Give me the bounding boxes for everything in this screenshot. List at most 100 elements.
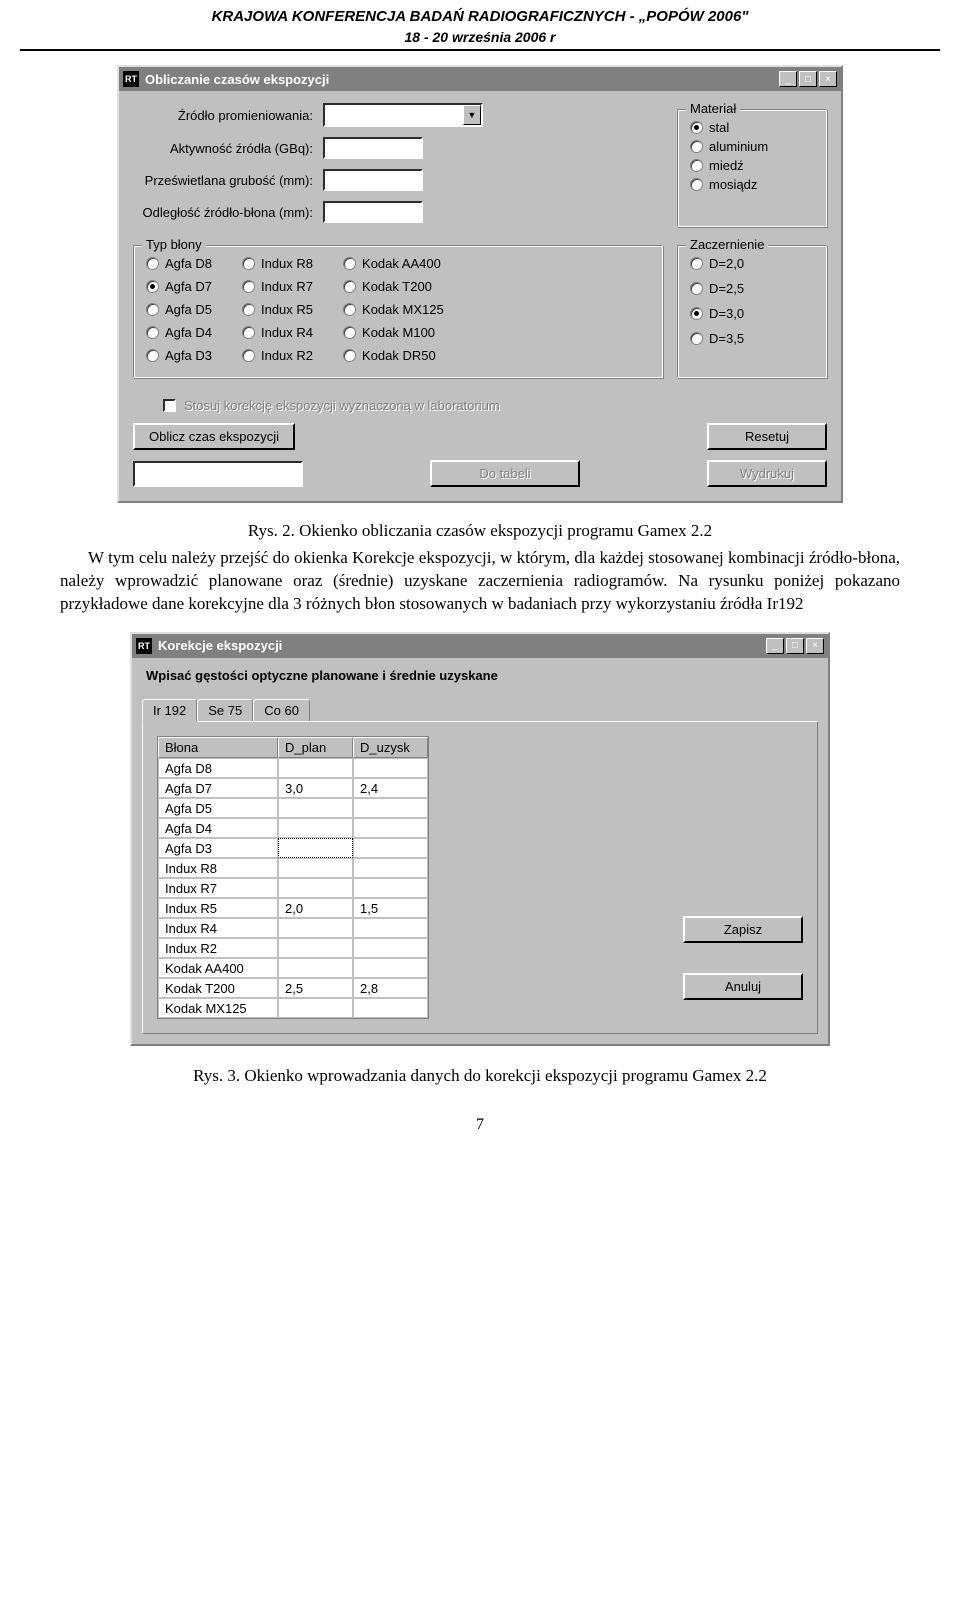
radio-icon[interactable] xyxy=(690,282,703,295)
radio-icon[interactable] xyxy=(690,159,703,172)
cell-film[interactable]: Indux R4 xyxy=(158,918,278,938)
table-row[interactable]: Indux R52,01,5 xyxy=(158,898,428,918)
film-option[interactable]: Kodak MX125 xyxy=(343,302,444,317)
cell-dplan[interactable] xyxy=(278,758,353,778)
film-option[interactable]: Kodak M100 xyxy=(343,325,444,340)
film-option[interactable]: Indux R2 xyxy=(242,348,313,363)
radio-icon[interactable] xyxy=(343,257,356,270)
radio-icon[interactable] xyxy=(242,349,255,362)
density-option[interactable]: D=3,0 xyxy=(690,306,814,321)
cell-film[interactable]: Agfa D5 xyxy=(158,798,278,818)
cell-dplan[interactable] xyxy=(278,818,353,838)
minimize-button[interactable]: _ xyxy=(779,71,797,87)
film-option[interactable]: Indux R5 xyxy=(242,302,313,317)
film-option[interactable]: Agfa D7 xyxy=(146,279,212,294)
radio-icon[interactable] xyxy=(343,326,356,339)
radio-icon[interactable] xyxy=(146,326,159,339)
material-option[interactable]: aluminium xyxy=(690,139,814,154)
cell-dplan[interactable] xyxy=(278,878,353,898)
radio-icon[interactable] xyxy=(146,257,159,270)
film-option[interactable]: Kodak T200 xyxy=(343,279,444,294)
save-button[interactable]: Zapisz xyxy=(683,916,803,943)
radio-icon[interactable] xyxy=(690,257,703,270)
radio-icon[interactable] xyxy=(690,140,703,153)
material-option[interactable]: mosiądz xyxy=(690,177,814,192)
cancel-button[interactable]: Anuluj xyxy=(683,973,803,1000)
cell-duzysk[interactable] xyxy=(353,758,428,778)
cell-duzysk[interactable] xyxy=(353,958,428,978)
radio-icon[interactable] xyxy=(343,280,356,293)
radio-icon[interactable] xyxy=(690,307,703,320)
cell-duzysk[interactable]: 2,4 xyxy=(353,778,428,798)
density-option[interactable]: D=2,0 xyxy=(690,256,814,271)
cell-film[interactable]: Agfa D4 xyxy=(158,818,278,838)
cell-dplan[interactable]: 3,0 xyxy=(278,778,353,798)
cell-film[interactable]: Indux R8 xyxy=(158,858,278,878)
correction-checkbox[interactable] xyxy=(163,399,176,412)
table-row[interactable]: Indux R7 xyxy=(158,878,428,898)
table-row[interactable]: Indux R4 xyxy=(158,918,428,938)
film-option[interactable]: Agfa D5 xyxy=(146,302,212,317)
cell-dplan[interactable]: 2,5 xyxy=(278,978,353,998)
cell-film[interactable]: Agfa D3 xyxy=(158,838,278,858)
reset-button[interactable]: Resetuj xyxy=(707,423,827,450)
cell-film[interactable]: Kodak T200 xyxy=(158,978,278,998)
cell-dplan[interactable] xyxy=(278,838,353,858)
cell-duzysk[interactable] xyxy=(353,998,428,1018)
close-button[interactable]: × xyxy=(819,71,837,87)
radio-icon[interactable] xyxy=(146,280,159,293)
cell-film[interactable]: Indux R7 xyxy=(158,878,278,898)
calc-button[interactable]: Oblicz czas ekspozycji xyxy=(133,423,295,450)
cell-dplan[interactable]: 2,0 xyxy=(278,898,353,918)
tab-co60[interactable]: Co 60 xyxy=(253,699,310,721)
radio-icon[interactable] xyxy=(343,303,356,316)
cell-duzysk[interactable] xyxy=(353,938,428,958)
cell-duzysk[interactable] xyxy=(353,918,428,938)
table-row[interactable]: Indux R8 xyxy=(158,858,428,878)
radio-icon[interactable] xyxy=(242,280,255,293)
film-option[interactable]: Agfa D8 xyxy=(146,256,212,271)
table-row[interactable]: Kodak AA400 xyxy=(158,958,428,978)
th-film[interactable]: Błona xyxy=(158,737,278,758)
close-button[interactable]: × xyxy=(806,638,824,654)
table-row[interactable]: Agfa D73,02,4 xyxy=(158,778,428,798)
totable-button[interactable]: Do tabeli xyxy=(430,460,580,487)
table-row[interactable]: Agfa D5 xyxy=(158,798,428,818)
radio-icon[interactable] xyxy=(242,257,255,270)
tab-se75[interactable]: Se 75 xyxy=(197,699,253,721)
distance-input[interactable] xyxy=(323,201,423,223)
film-option[interactable]: Indux R8 xyxy=(242,256,313,271)
cell-film[interactable]: Agfa D8 xyxy=(158,758,278,778)
film-option[interactable]: Agfa D3 xyxy=(146,348,212,363)
density-option[interactable]: D=2,5 xyxy=(690,281,814,296)
radio-icon[interactable] xyxy=(690,178,703,191)
cell-film[interactable]: Indux R2 xyxy=(158,938,278,958)
cell-duzysk[interactable] xyxy=(353,858,428,878)
radio-icon[interactable] xyxy=(242,326,255,339)
radio-icon[interactable] xyxy=(146,349,159,362)
material-option[interactable]: miedź xyxy=(690,158,814,173)
maximize-button[interactable]: □ xyxy=(786,638,804,654)
table-row[interactable]: Kodak T2002,52,8 xyxy=(158,978,428,998)
activity-input[interactable] xyxy=(323,137,423,159)
cell-film[interactable]: Kodak MX125 xyxy=(158,998,278,1018)
print-button[interactable]: Wydrukuj xyxy=(707,460,827,487)
film-option[interactable]: Agfa D4 xyxy=(146,325,212,340)
th-duzysk[interactable]: D_uzysk xyxy=(353,737,428,758)
source-input[interactable] xyxy=(325,105,463,125)
film-option[interactable]: Indux R4 xyxy=(242,325,313,340)
radio-icon[interactable] xyxy=(343,349,356,362)
cell-duzysk[interactable]: 1,5 xyxy=(353,898,428,918)
tab-ir192[interactable]: Ir 192 xyxy=(142,699,197,722)
cell-dplan[interactable] xyxy=(278,958,353,978)
cell-dplan[interactable] xyxy=(278,998,353,1018)
cell-dplan[interactable] xyxy=(278,858,353,878)
maximize-button[interactable]: □ xyxy=(799,71,817,87)
cell-film[interactable]: Agfa D7 xyxy=(158,778,278,798)
cell-dplan[interactable] xyxy=(278,918,353,938)
table-row[interactable]: Agfa D3 xyxy=(158,838,428,858)
table-row[interactable]: Agfa D8 xyxy=(158,758,428,778)
film-option[interactable]: Kodak AA400 xyxy=(343,256,444,271)
film-option[interactable]: Indux R7 xyxy=(242,279,313,294)
minimize-button[interactable]: _ xyxy=(766,638,784,654)
